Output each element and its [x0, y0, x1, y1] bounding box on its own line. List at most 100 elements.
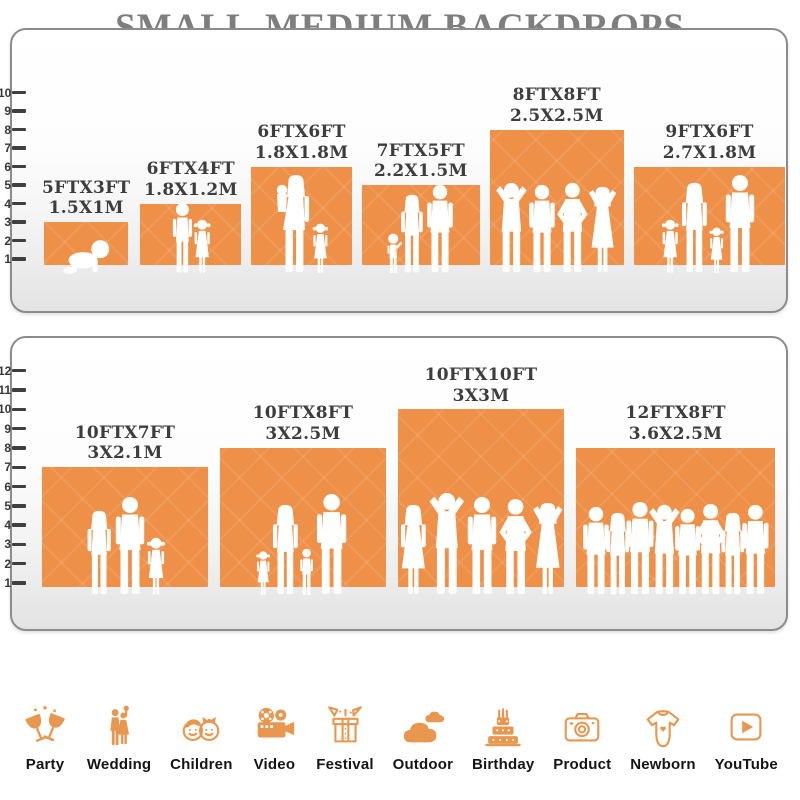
scale-tick-8: 8 [0, 441, 26, 455]
category-label: Birthday [471, 756, 535, 773]
backdrop-size-ft: 8FTX8FT [512, 85, 601, 106]
backdrop-bar-group: 10FTX10FT 3X3M [398, 365, 564, 587]
backdrop-size-ft: 10FTX8FT [252, 403, 354, 424]
scale-tick-mark [12, 146, 26, 150]
backdrop-size-ft: 12FTX8FT [625, 403, 726, 424]
backdrop-size-label: 12FTX8FT 3.6X2.5M [625, 403, 726, 444]
category-label: Party [25, 756, 65, 773]
scale-tick-label: 4 [4, 196, 11, 211]
backdrop-rect [140, 204, 242, 266]
backdrop-size-label: 10FTX7FT 3X2.1M [75, 423, 176, 464]
scale-tick-mark [12, 109, 26, 113]
scale-tick-mark [12, 369, 26, 373]
scale-tick-mark [12, 90, 26, 95]
scale-tick-label: 5 [4, 498, 11, 513]
backdrop-rect [220, 447, 386, 587]
scale-tick-3: 3 [0, 215, 26, 229]
backdrop-bar-group: 7FTX5FT 2.2X1.5M [361, 141, 480, 265]
category-outdoor: Outdoor [393, 704, 454, 773]
backdrop-size-label: 6FTX6FT 1.8X1.8M [255, 122, 349, 163]
backdrop-bar-group: 10FTX7FT 3X2.1M [42, 423, 208, 587]
scale-tick-label: 12 [0, 363, 12, 378]
scale-tick-4: 4 [0, 197, 26, 211]
scale-tick-label: 9 [4, 104, 11, 118]
category-label: Children [170, 756, 233, 773]
backdrop-rect [398, 409, 564, 587]
category-wedding: Wedding [87, 704, 151, 773]
scale-tick-mark [12, 407, 26, 411]
backdrop-bar-group: 8FTX8FT 2.5X2.5M [489, 85, 624, 266]
backdrop-rect [44, 222, 129, 265]
scale-tick-5: 5 [0, 499, 26, 513]
scale-tick-label: 3 [4, 537, 11, 552]
category-label: Festival [316, 756, 374, 773]
backdrop-bar-group: 5FTX3FT 1.5X1M [42, 178, 130, 265]
scale-tick-mark [12, 257, 26, 261]
people-silhouettes [42, 496, 208, 596]
man-silhouette [720, 174, 760, 274]
backdrop-size-ft: 6FTX4FT [146, 159, 235, 180]
scale-tick-label: 6 [4, 479, 11, 494]
scale-tick-5: 5 [0, 178, 26, 192]
scale-tick-label: 11 [0, 383, 11, 397]
birthday-icon [480, 704, 526, 750]
scale-tick-mark [12, 523, 26, 527]
people-silhouettes [634, 174, 785, 274]
man-silhouette [311, 493, 352, 596]
scale-tick-7: 7 [0, 460, 26, 474]
backdrop-size-ft: 9FTX6FT [665, 122, 754, 143]
people-silhouettes [140, 202, 241, 274]
scale-tick-mark [12, 504, 26, 508]
backdrop-size-ft: 10FTX7FT [74, 422, 176, 443]
scale-tick-label: 7 [4, 141, 11, 155]
wedding-icon [96, 704, 142, 750]
scale-tick-mark [12, 426, 26, 431]
scale-tick-label: 2 [4, 556, 11, 571]
backdrop-size-label: 10FTX8FT 3X2.5M [253, 403, 354, 444]
category-newborn: Newborn [630, 704, 696, 773]
scale-tick-mark [12, 562, 26, 566]
backdrop-rect [361, 185, 480, 265]
scale-tick-2: 2 [0, 557, 26, 571]
category-youtube: YouTube [715, 704, 778, 773]
backdrop-rect [576, 447, 776, 587]
category-label: Outdoor [392, 756, 454, 773]
category-video: Video [251, 704, 297, 773]
scale-tick-label: 6 [4, 159, 11, 174]
lower-backdrop-panel: 1 2 3 4 5 6 7 8 9 10 11 12 10FTX7FT 3X2.1M 10FTX8FT 3X… [0, 336, 788, 631]
category-label: Product [553, 756, 612, 773]
scale-tick-mark [12, 127, 26, 132]
backdrop-rect [489, 129, 624, 266]
scale-tick-label: 2 [4, 233, 11, 248]
people-silhouettes [576, 501, 775, 596]
newborn-icon [640, 704, 686, 750]
people-silhouettes [251, 174, 352, 274]
people-silhouettes [398, 492, 564, 596]
scale-tick-10: 10 [0, 402, 26, 416]
scale-tick-mark [12, 581, 26, 585]
scale-tick-11: 11 [0, 383, 26, 397]
scale-tick-label: 9 [4, 421, 11, 436]
scale-tick-mark [12, 164, 26, 169]
backdrop-size-m: 2.2X1.5M [374, 161, 468, 182]
category-label: Newborn [630, 756, 696, 773]
backdrop-size-ft: 10FTX10FT [424, 364, 538, 385]
category-birthday: Birthday [472, 704, 534, 773]
scale-tick-label: 10 [0, 402, 12, 417]
man-silhouette [422, 184, 458, 274]
scale-tick-8: 8 [0, 123, 26, 137]
people-silhouettes [44, 238, 128, 274]
scale-tick-9: 9 [0, 422, 26, 436]
scale-tick-1: 1 [0, 252, 26, 266]
scale-tick-label: 10 [0, 85, 12, 100]
scale-tick-mark [12, 238, 26, 243]
backdrop-size-m: 2.5X2.5M [509, 105, 604, 126]
festival-icon [322, 704, 368, 750]
people-silhouettes [490, 182, 624, 274]
scale-tick-label: 1 [4, 252, 11, 266]
backdrop-size-label: 5FTX3FT 1.5X1M [42, 178, 130, 219]
scale-tick-label: 8 [4, 122, 11, 137]
lower-backdrop-bars: 10FTX7FT 3X2.1M 10FTX8FT 3X2.5M 10FTX10FT 3X3… [42, 365, 776, 587]
scale-tick-4: 4 [0, 518, 26, 532]
scale-tick-6: 6 [0, 160, 26, 174]
